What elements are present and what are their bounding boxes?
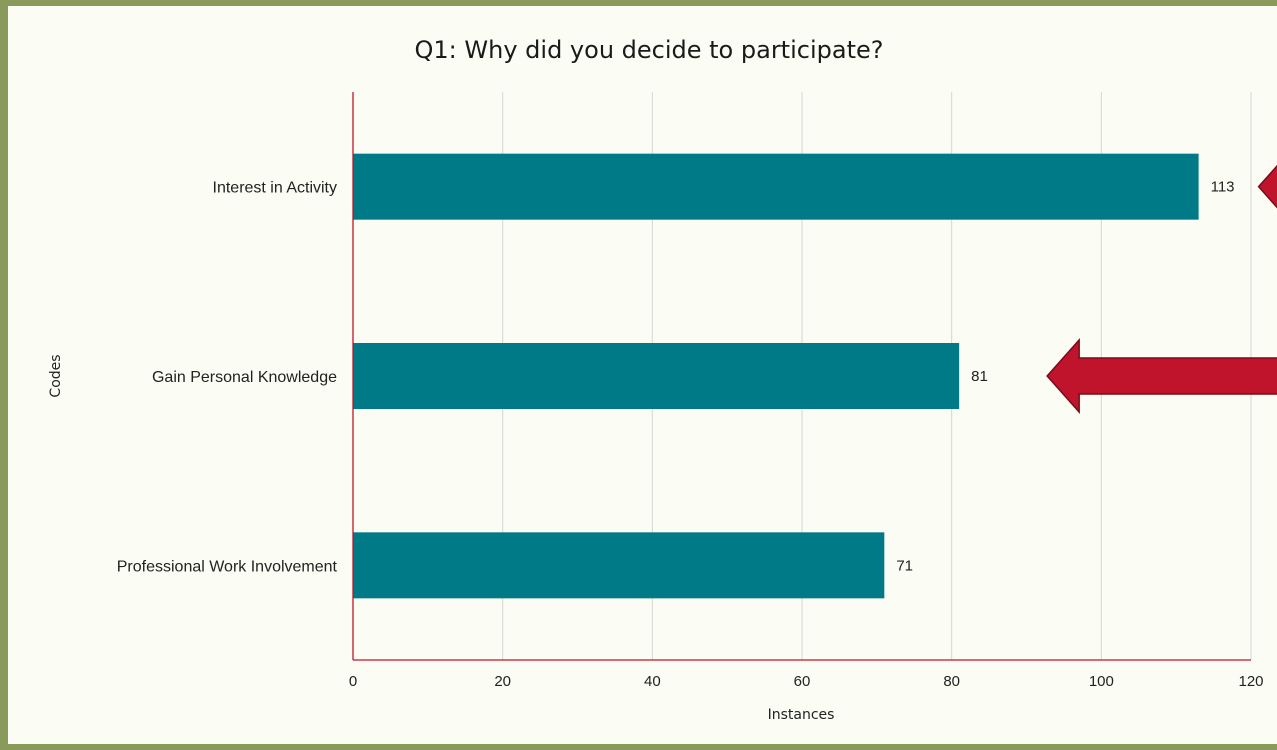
- x-axis-title: Instances: [768, 707, 835, 723]
- category-label-0: Interest in Activity: [213, 180, 338, 197]
- bar-1: [353, 343, 960, 409]
- chart-title: Q1: Why did you decide to participate?: [415, 36, 884, 64]
- x-tick-label-1: 20: [494, 673, 511, 690]
- data-label-1: 81: [971, 368, 988, 385]
- x-tick-label-4: 80: [943, 673, 960, 690]
- bar-0: [353, 153, 1199, 220]
- x-tick-label-2: 40: [644, 673, 661, 690]
- category-label-2: Professional Work Involvement: [117, 558, 338, 575]
- data-label-0: 113: [1211, 179, 1235, 196]
- x-tick-label-5: 100: [1089, 673, 1114, 690]
- arrow-pointer-1: [1257, 164, 1277, 209]
- arrow-pointer-2: [1046, 338, 1277, 414]
- x-tick-label-0: 0: [349, 673, 357, 690]
- x-tick-labels: 0 20 40 60 80 100 120: [349, 673, 1264, 690]
- bar-2: [353, 532, 885, 599]
- x-tick-label-6: 120: [1238, 673, 1263, 690]
- data-label-2: 71: [896, 557, 913, 574]
- category-label-1: Gain Personal Knowledge: [152, 369, 337, 386]
- bars: [353, 153, 1199, 599]
- x-tick-label-3: 60: [794, 673, 811, 690]
- y-axis-title: Codes: [48, 354, 64, 397]
- bar-chart: Q1: Why did you decide to participate? 0…: [48, 36, 1277, 723]
- category-labels: Interest in Activity Gain Personal Knowle…: [117, 180, 338, 576]
- data-labels: 113 81 71: [896, 179, 1234, 575]
- slide-frame: Q1: Why did you decide to participate? 0…: [8, 6, 1277, 744]
